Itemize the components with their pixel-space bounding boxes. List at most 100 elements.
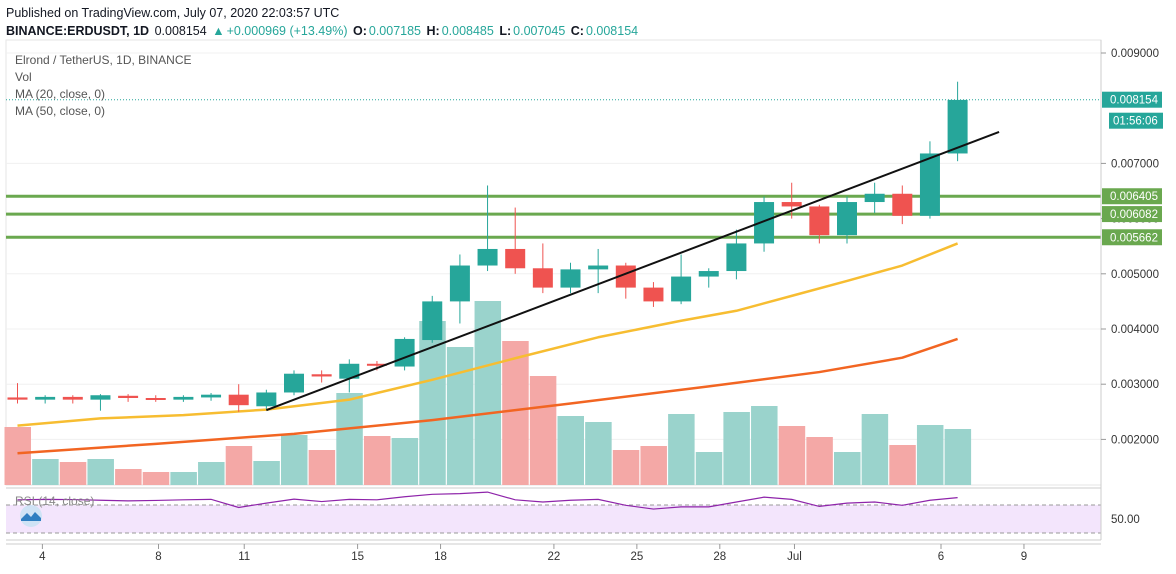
x-tick-label: 15 [351, 551, 364, 563]
x-tick-label: 8 [155, 551, 161, 563]
y-tick-label: 0.002000 [1111, 434, 1159, 446]
volume-bar [281, 435, 308, 485]
trendline-segment [265, 131, 1000, 412]
candle-body [394, 338, 415, 367]
candle-body [864, 193, 885, 203]
x-tick-label: 4 [39, 551, 46, 563]
y-tick-label: 0.003000 [1111, 379, 1159, 391]
volume-bar [59, 462, 87, 485]
legend-vol: Vol [15, 70, 32, 84]
x-tick-label: 18 [434, 551, 447, 563]
candle-body [781, 202, 802, 207]
y-tick-label: 0.005000 [1111, 269, 1159, 281]
volume-bar [336, 393, 363, 485]
candle-body [201, 394, 222, 398]
volume-bar [502, 341, 529, 485]
candle-body [228, 394, 249, 406]
candle-body [532, 268, 553, 288]
trendline[interactable] [265, 131, 1000, 412]
rsi-band [6, 505, 1101, 533]
support-badge [1102, 229, 1162, 246]
high-value: 0.008485 [441, 24, 494, 38]
last-price-label: 0.008154 [1110, 95, 1159, 107]
change-arrow-icon: ▲ [212, 24, 225, 38]
volume-bar [640, 446, 667, 485]
candle-body [919, 153, 940, 216]
countdown-label: 01:56:06 [1113, 116, 1158, 128]
support-badge [1102, 206, 1162, 223]
candle-body [339, 363, 360, 379]
candle-body [947, 99, 968, 154]
last-value: 0.008154 [154, 24, 207, 38]
volume-bar [612, 450, 640, 485]
candle-body [671, 276, 692, 302]
candle-body [726, 243, 747, 272]
symbol-line: BINANCE:ERDUSDT, 1D [6, 24, 150, 38]
support-levels [6, 99, 1101, 239]
legend-title: Elrond / TetherUS, 1D, BINANCE [15, 53, 192, 67]
support-badge-label: 0.006082 [1110, 209, 1158, 221]
ma20-line [17, 242, 959, 427]
candle-body [7, 397, 28, 400]
volume-bar [419, 321, 446, 485]
candle-body [837, 202, 857, 236]
chart-header: Published on TradingView.com, July 07, 2… [6, 4, 640, 40]
volume-bar [225, 446, 253, 485]
countdown-badge [1109, 112, 1163, 129]
high-label: H: [426, 24, 440, 38]
candle-body [588, 265, 609, 270]
change-value: +0.000969 (+13.49%) [226, 24, 348, 38]
volume-bar [778, 426, 806, 485]
x-tick-label: 11 [238, 551, 250, 563]
candle-body [477, 248, 498, 266]
candle-body [62, 396, 83, 400]
volume-bar [916, 425, 944, 485]
open-label: O: [352, 24, 367, 38]
candle-body [698, 271, 719, 277]
candle-body [505, 248, 526, 269]
volume-bar [115, 469, 142, 485]
volume-bar [170, 472, 197, 485]
volume-bar [87, 459, 114, 485]
rsi-label: RSI (14, close) [15, 494, 95, 508]
x-tick-label: 9 [1021, 551, 1027, 563]
volume-bars [4, 301, 972, 485]
volume-bar [142, 472, 170, 485]
volume-bar [4, 427, 31, 485]
candle-body [35, 396, 56, 400]
candle-body [560, 269, 581, 288]
volume-bar [529, 376, 557, 485]
rsi-line [17, 491, 958, 510]
open-value: 0.007185 [368, 24, 422, 38]
ma50-line [17, 337, 959, 455]
candle-body [892, 193, 913, 216]
volume-bar [32, 459, 59, 485]
volume-bar [668, 414, 695, 485]
candle-body [90, 395, 111, 400]
volume-bar [889, 445, 916, 485]
rsi-level-label: 50.00 [1111, 514, 1140, 526]
candle-body [754, 202, 775, 244]
volume-bar [391, 438, 419, 485]
candle-body [422, 301, 443, 341]
published-line: Published on TradingView.com, July 07, 2… [6, 6, 340, 20]
candle-body [145, 398, 166, 400]
candles[interactable] [7, 81, 968, 412]
axes: 0.0090000.0070000.0060000.0050000.004000… [6, 40, 1163, 563]
candle-body [449, 265, 470, 302]
volume-bar [834, 452, 861, 485]
volume-bar [585, 422, 612, 485]
moving-averages [17, 242, 959, 455]
candle-body [643, 287, 664, 302]
volume-bar [695, 452, 723, 485]
legend: Elrond / TetherUS, 1D, BINANCE Vol MA (2… [15, 52, 192, 120]
volume-bar [751, 406, 778, 485]
tradingview-logo-icon [20, 505, 42, 527]
volume-bar [363, 436, 391, 485]
x-tick-label: 25 [630, 551, 643, 563]
legend-ma50: MA (50, close, 0) [15, 104, 106, 118]
legend-ma20: MA (20, close, 0) [15, 87, 106, 101]
volume-bar [198, 462, 225, 485]
candle-body [311, 374, 332, 377]
